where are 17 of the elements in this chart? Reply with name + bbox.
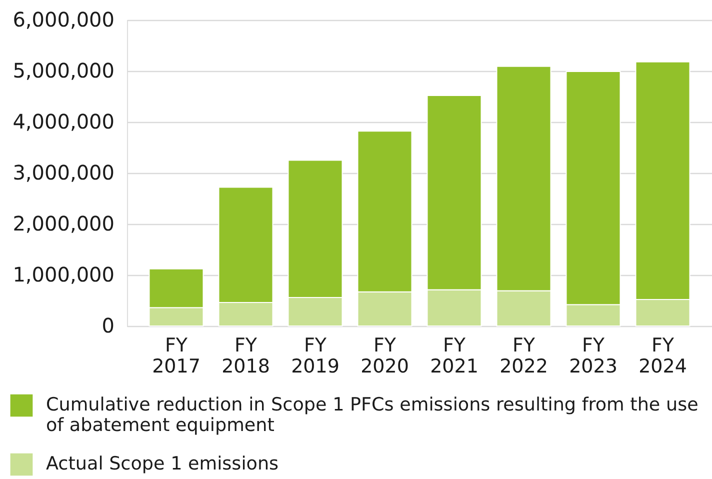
x-tick-label: FY 2023: [569, 334, 618, 378]
x-tick-label: FY 2021: [430, 334, 478, 378]
legend-label: Actual Scope 1 emissions: [46, 454, 279, 474]
y-tick-label: 4,000,000: [12, 110, 114, 134]
y-tick-label: 2,000,000: [12, 212, 114, 236]
y-tick-label: 0: [102, 314, 114, 338]
y-tick-label: 6,000,000: [12, 8, 114, 32]
x-tick-label: FY 2022: [500, 334, 548, 378]
x-tick-label: FY 2020: [360, 334, 409, 378]
y-tick-label: 3,000,000: [12, 160, 114, 184]
legend-label: Cumulative reduction in Scope 1 PFCs emissions resulting from the use of abatement equipment: [46, 394, 698, 436]
x-tick-label: FY 2018: [222, 334, 270, 378]
x-tick-label: FY 2019: [291, 334, 340, 378]
y-tick-label: 1,000,000: [12, 262, 114, 286]
y-tick-label: 5,000,000: [12, 58, 114, 82]
x-tick-label: FY 2024: [638, 334, 687, 378]
x-tick-label: FY 2017: [152, 334, 200, 378]
